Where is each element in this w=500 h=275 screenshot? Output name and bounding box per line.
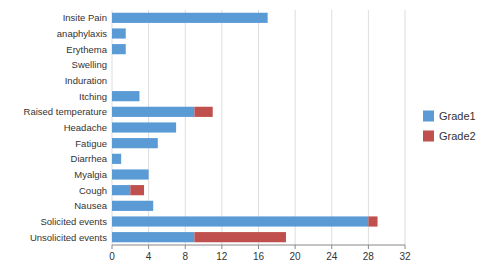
bars: [112, 13, 378, 243]
grid-line: [185, 10, 186, 245]
bar: [153, 201, 154, 211]
tick-label: 16: [253, 251, 265, 262]
bar: [112, 169, 149, 179]
x-ticks: 0 4 8 12 16 20 24 28 32: [109, 245, 411, 262]
bar: [112, 60, 113, 70]
tick-mark: [112, 245, 113, 249]
category-label: Erythema: [66, 44, 107, 55]
bar: [112, 232, 194, 242]
bar: [112, 60, 113, 70]
tick-mark: [405, 245, 406, 249]
grid: [112, 10, 405, 245]
tick-mark: [331, 245, 332, 249]
grid-line: [368, 10, 369, 245]
tick-mark: [368, 245, 369, 249]
bar: [139, 91, 140, 101]
category-label: Itching: [79, 91, 107, 102]
bar: [121, 154, 122, 164]
bar: [112, 13, 268, 23]
category-label: Myalgia: [74, 169, 107, 180]
bar: [176, 122, 177, 132]
grid-line: [331, 10, 332, 245]
bar: [194, 232, 286, 242]
bar: [112, 107, 194, 117]
category-label: Solicited events: [40, 216, 107, 227]
category-label: Induration: [65, 75, 107, 86]
series-bars: [112, 13, 368, 243]
bar: [112, 138, 158, 148]
tick-label: 4: [146, 251, 152, 262]
category-label: Swelling: [72, 59, 107, 70]
bar: [112, 122, 176, 132]
bar: [194, 107, 212, 117]
chart: 0 4 8 12 16 20 24 28 32 Unsolicited events Solicit…: [0, 0, 500, 275]
tick-mark: [221, 245, 222, 249]
grid-line: [295, 10, 296, 245]
bar: [157, 138, 158, 148]
legend-label: Grade1: [439, 110, 476, 122]
grid-line: [258, 10, 259, 245]
bar: [368, 216, 377, 226]
category-label: anaphylaxis: [57, 28, 107, 39]
legend-label: Grade2: [439, 130, 476, 142]
bar: [112, 44, 126, 54]
category-label: Fatigue: [75, 138, 107, 149]
bar: [112, 75, 113, 85]
bar: [112, 154, 121, 164]
legend-swatch: [423, 131, 434, 142]
tick-label: 24: [326, 251, 338, 262]
bar: [130, 185, 144, 195]
category-label: Diarrhea: [71, 153, 108, 164]
bar: [112, 185, 130, 195]
chart-container: 0 4 8 12 16 20 24 28 32 Unsolicited events Solicit…: [0, 0, 500, 275]
grid-line: [221, 10, 222, 245]
category-label: Unsolicited events: [30, 232, 107, 243]
y-ticks: Unsolicited events Solicited events Nausea…: [24, 12, 108, 242]
legend-swatch: [423, 111, 434, 122]
tick-label: 12: [216, 251, 228, 262]
bar: [267, 13, 268, 23]
bar: [112, 216, 368, 226]
tick-label: 20: [290, 251, 302, 262]
bar: [125, 44, 126, 54]
category-label: Cough: [79, 185, 107, 196]
tick-mark: [148, 245, 149, 249]
tick-label: 32: [399, 251, 411, 262]
category-label: Nausea: [74, 200, 107, 211]
bar: [112, 75, 113, 85]
tick-mark: [185, 245, 186, 249]
tick-label: 8: [182, 251, 188, 262]
bar: [148, 169, 149, 179]
bar: [112, 201, 153, 211]
bar: [112, 91, 139, 101]
bar: [112, 28, 126, 38]
tick-mark: [295, 245, 296, 249]
series-bars: [130, 107, 377, 243]
category-label: Headache: [64, 122, 107, 133]
tick-label: 0: [109, 251, 115, 262]
bar: [125, 28, 126, 38]
legend: Grade1 Grade2: [423, 110, 476, 142]
grid-line: [405, 10, 406, 245]
category-label: Insite Pain: [63, 12, 107, 23]
tick-label: 28: [363, 251, 375, 262]
category-label: Raised temperature: [24, 106, 107, 117]
tick-mark: [258, 245, 259, 249]
